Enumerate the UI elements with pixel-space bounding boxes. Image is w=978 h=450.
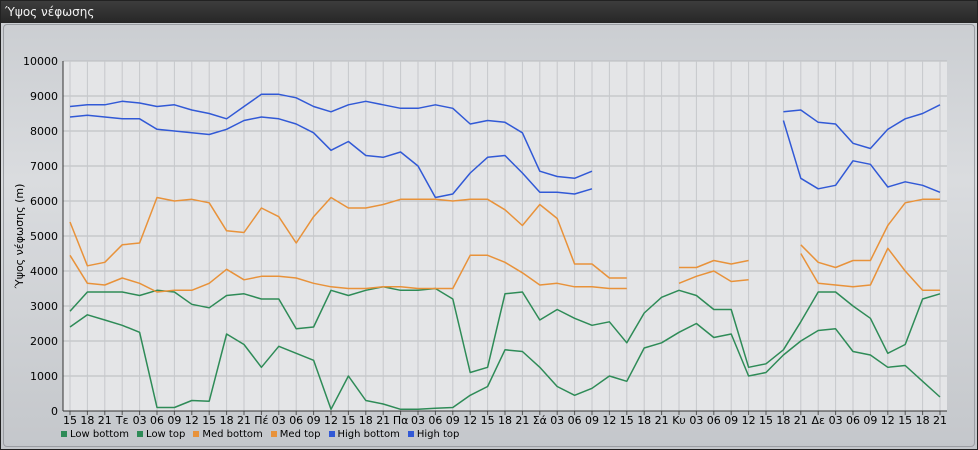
x-tick-label: 12 <box>324 414 338 427</box>
legend-item: Med bottom <box>193 427 263 441</box>
x-tick-label: 06 <box>707 414 721 427</box>
cloud-height-chart: 0 1000 2000 3000 4000 5000 6000 7000 8000 9000 100… <box>13 55 947 427</box>
x-tick-label: 09 <box>446 414 460 427</box>
x-tick-label: 15 <box>898 414 912 427</box>
x-tick-label: 03 <box>133 414 147 427</box>
x-tick-label: Σά <box>533 414 547 427</box>
x-tick-label: 09 <box>307 414 321 427</box>
series-line <box>679 259 749 269</box>
x-tick-label: 12 <box>881 414 895 427</box>
legend-swatch <box>137 431 144 437</box>
x-tick-label: 09 <box>585 414 599 427</box>
series-line <box>69 114 593 199</box>
x-tick-label: 09 <box>724 414 738 427</box>
legend-swatch <box>193 431 200 437</box>
legend-swatch <box>407 431 414 437</box>
legend-item: High bottom <box>328 427 400 441</box>
series-line <box>783 104 941 150</box>
y-tick-label: 7000 <box>30 160 58 173</box>
legend-item: Low bottom <box>61 427 129 441</box>
x-tick-label: 21 <box>98 414 112 427</box>
x-tick-label: 12 <box>185 414 199 427</box>
legend-label: High top <box>416 428 460 440</box>
x-tick-label: 21 <box>794 414 808 427</box>
series-line <box>69 254 627 293</box>
x-tick-label: 06 <box>846 414 860 427</box>
x-tick-label: Τε <box>115 414 129 427</box>
x-tick-label: 21 <box>933 414 947 427</box>
y-tick-label: 4000 <box>30 265 58 278</box>
series-line <box>678 270 749 284</box>
y-tick-label: 5000 <box>30 230 58 243</box>
x-tick-label: Κυ <box>672 414 686 427</box>
x-tick-label: 06 <box>568 414 582 427</box>
x-tick-label: 12 <box>602 414 616 427</box>
y-tick-label: 8000 <box>30 125 58 138</box>
window-title: Ύψος νέφωσης <box>1 1 977 23</box>
plot-frame <box>3 24 975 447</box>
chart-legend: Low bottom Low top Med bottom Med top High b… <box>61 427 459 441</box>
legend-label: Med bottom <box>202 428 263 440</box>
series-line <box>69 314 941 411</box>
y-tick-label: 9000 <box>30 90 58 103</box>
legend-swatch <box>270 431 277 437</box>
legend-label: Low top <box>146 428 186 440</box>
x-tick-label: 03 <box>411 414 425 427</box>
legend-item: Med top <box>270 427 321 441</box>
x-tick-label: Δε <box>811 414 825 427</box>
x-tick-label: 03 <box>550 414 564 427</box>
x-tick-label: 15 <box>481 414 495 427</box>
x-tick-label: 09 <box>167 414 181 427</box>
y-tick-label: 3000 <box>30 300 58 313</box>
y-axis-title: Ύψος νέφωσης (m) <box>13 184 26 290</box>
x-tick-label: 18 <box>637 414 651 427</box>
x-tick-label: 18 <box>80 414 94 427</box>
series-line <box>69 196 627 279</box>
x-tick-label: 06 <box>289 414 303 427</box>
x-tick-label: 18 <box>498 414 512 427</box>
x-tick-label: 12 <box>463 414 477 427</box>
x-tick-label: 15 <box>341 414 355 427</box>
x-tick-label: 03 <box>829 414 843 427</box>
x-tick-label: 15 <box>620 414 634 427</box>
series-line <box>800 198 940 269</box>
y-tick-label: 10000 <box>23 55 58 68</box>
x-tick-label: 15 <box>759 414 773 427</box>
x-tick-label: Πέ <box>254 414 268 427</box>
x-tick-label: 06 <box>428 414 442 427</box>
x-tick-label: 15 <box>202 414 216 427</box>
series-line <box>800 247 940 292</box>
legend-label: High bottom <box>337 428 400 440</box>
series-line <box>782 120 941 193</box>
legend-item: Low top <box>137 427 185 441</box>
legend-label: Med top <box>279 428 321 440</box>
legend-item: High top <box>407 427 460 441</box>
x-tick-label: 21 <box>376 414 390 427</box>
y-tick-label: 1000 <box>30 370 58 383</box>
x-tick-label: 21 <box>655 414 669 427</box>
legend-swatch <box>61 431 67 437</box>
x-tick-label: 12 <box>742 414 756 427</box>
x-tick-label: 03 <box>689 414 703 427</box>
y-tick-label: 2000 <box>30 335 58 348</box>
x-tick-label: 18 <box>916 414 930 427</box>
x-tick-label: Πα <box>393 414 409 427</box>
x-tick-label: 06 <box>150 414 164 427</box>
series-line <box>69 286 941 374</box>
x-tick-label: 18 <box>220 414 234 427</box>
series-line <box>69 93 593 180</box>
x-tick-label: 09 <box>863 414 877 427</box>
y-tick-label: 0 <box>51 405 58 418</box>
legend-label: Low bottom <box>70 428 130 440</box>
x-tick-label: 21 <box>515 414 529 427</box>
x-tick-label: 21 <box>237 414 251 427</box>
x-tick-label: 03 <box>272 414 286 427</box>
legend-swatch <box>328 431 335 437</box>
x-tick-label: 18 <box>776 414 790 427</box>
x-tick-label: 15 <box>63 414 77 427</box>
y-tick-label: 6000 <box>30 195 58 208</box>
x-tick-label: 18 <box>359 414 373 427</box>
